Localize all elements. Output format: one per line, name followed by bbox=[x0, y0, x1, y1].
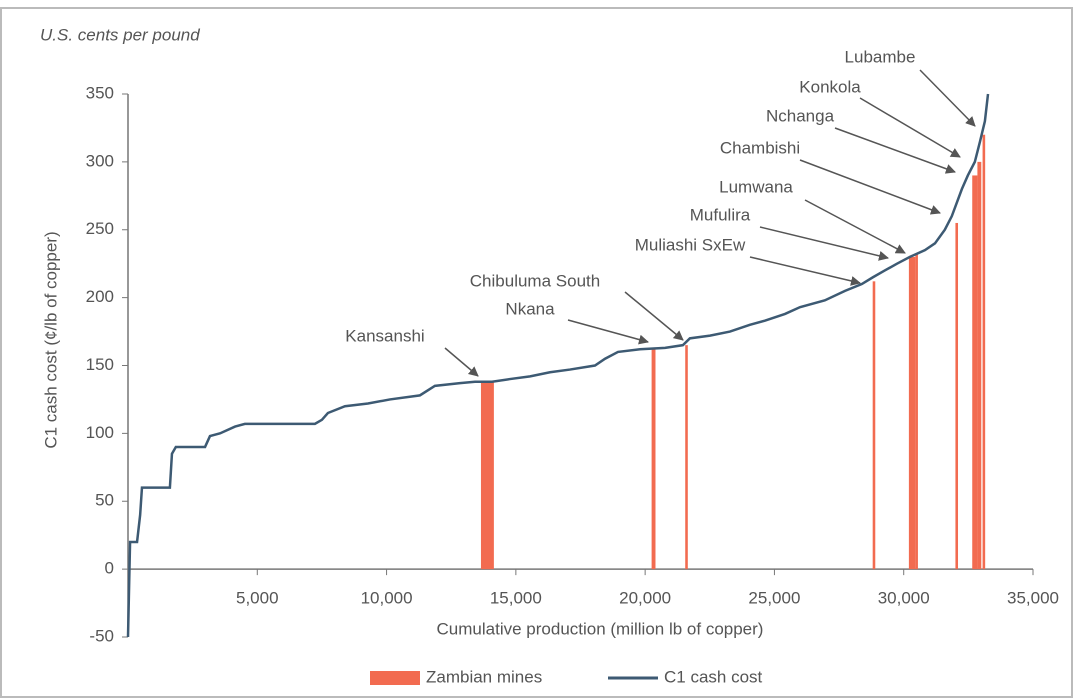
bar bbox=[685, 345, 688, 570]
x-axis-label: Cumulative production (million lb of cop… bbox=[437, 619, 764, 638]
y-tick-label: 350 bbox=[86, 83, 114, 102]
annotation-arrow bbox=[444, 347, 479, 377]
bar bbox=[982, 134, 986, 570]
x-tick-label: 15,000 bbox=[490, 589, 542, 608]
bar bbox=[651, 347, 656, 570]
annotation-arrow bbox=[749, 256, 861, 286]
legend-swatch bbox=[370, 671, 420, 685]
mine-label: Chambishi bbox=[720, 138, 800, 157]
y-tick-label: 0 bbox=[105, 559, 114, 578]
cost-line bbox=[126, 93, 990, 638]
y-tick-label: 150 bbox=[86, 355, 114, 374]
mine-label: Kansanshi bbox=[345, 326, 424, 345]
mine-label: Mufulira bbox=[690, 205, 751, 224]
mine-label: Chibuluma South bbox=[470, 271, 600, 290]
y-tick-label: 250 bbox=[86, 219, 114, 238]
annotation-arrow bbox=[624, 291, 684, 341]
y-tick-label: 50 bbox=[95, 491, 114, 510]
y-axis-label: C1 cash cost (¢/lb of copper) bbox=[41, 231, 60, 448]
x-tick-label: 25,000 bbox=[748, 589, 800, 608]
frame bbox=[0, 7, 1073, 698]
x-tick-label: 10,000 bbox=[361, 589, 413, 608]
mine-label: Nkana bbox=[505, 299, 555, 318]
bar bbox=[872, 281, 876, 570]
bar bbox=[955, 222, 959, 570]
x-tick-label: 20,000 bbox=[619, 589, 671, 608]
legend-label: Zambian mines bbox=[426, 667, 542, 686]
annotation-arrow bbox=[859, 97, 961, 158]
annotation-arrow bbox=[567, 319, 649, 345]
unit-label: U.S. cents per pound bbox=[40, 25, 200, 44]
x-tick-label: 35,000 bbox=[1007, 589, 1059, 608]
y-tick-label: 200 bbox=[86, 287, 114, 306]
annotation-arrow bbox=[834, 127, 956, 174]
mine-label: Lubambe bbox=[845, 47, 916, 66]
bar bbox=[977, 161, 982, 570]
bar bbox=[908, 256, 916, 570]
legend-label: C1 cash cost bbox=[664, 667, 763, 686]
x-tick-label: 5,000 bbox=[236, 589, 279, 608]
y-tick-label: 100 bbox=[86, 423, 114, 442]
mine-label: Konkola bbox=[799, 77, 861, 96]
mine-label: Muliashi SxEw bbox=[635, 235, 746, 254]
annotation-arrow bbox=[759, 226, 889, 261]
x-tick-label: 30,000 bbox=[878, 589, 930, 608]
annotation-arrow bbox=[799, 159, 941, 215]
mine-label: Nchanga bbox=[766, 106, 835, 125]
annotation-arrow bbox=[919, 69, 976, 127]
y-tick-label: -50 bbox=[89, 626, 114, 645]
bar bbox=[972, 175, 978, 570]
mine-label: Lumwana bbox=[719, 177, 793, 196]
bar bbox=[480, 381, 494, 570]
bar bbox=[915, 254, 918, 570]
annotation-arrow bbox=[804, 199, 906, 254]
y-tick-label: 300 bbox=[86, 151, 114, 170]
